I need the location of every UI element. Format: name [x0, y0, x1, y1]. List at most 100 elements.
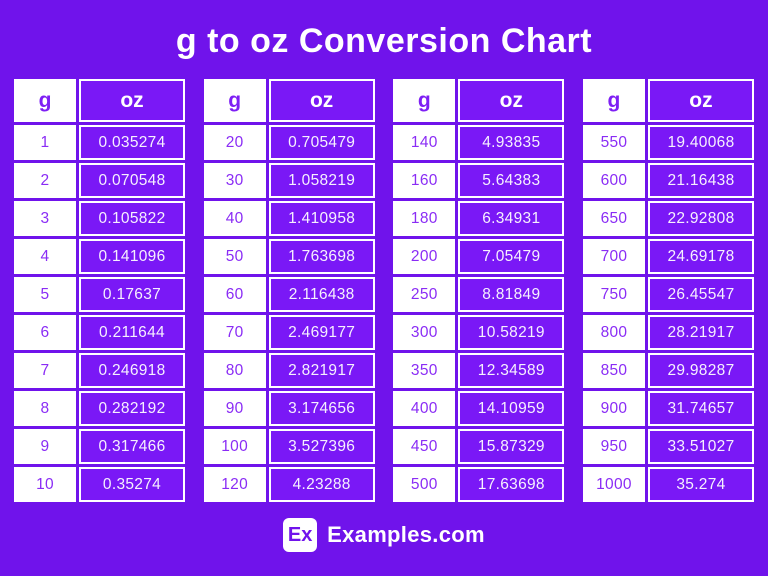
- table-row: 550 19.40068: [582, 125, 754, 160]
- g-value-cell: 5: [14, 277, 76, 312]
- header-row: g oz: [14, 79, 185, 122]
- g-value-cell: 120: [203, 467, 266, 502]
- g-value-cell: 500: [393, 467, 456, 502]
- table-row: 850 29.98287: [582, 353, 754, 388]
- g-value-cell: 1000: [582, 467, 645, 502]
- g-value-cell: 750: [582, 277, 645, 312]
- table-row: 200 7.05479: [393, 239, 565, 274]
- g-value-cell: 50: [203, 239, 266, 274]
- oz-value-cell: 0.17637: [79, 277, 185, 312]
- table-row: 2 0.070548: [14, 163, 185, 198]
- oz-value-cell: 0.211644: [79, 315, 185, 350]
- table-row: 5 0.17637: [14, 277, 185, 312]
- g-value-cell: 60: [203, 277, 266, 312]
- g-value-cell: 950: [582, 429, 645, 464]
- table-row: 450 15.87329: [393, 429, 565, 464]
- table-row: 50 1.763698: [203, 239, 375, 274]
- oz-value-cell: 2.469177: [268, 315, 375, 350]
- table-row: 40 1.410958: [203, 201, 375, 236]
- g-value-cell: 1: [14, 125, 76, 160]
- oz-value-cell: 3.527396: [268, 429, 375, 464]
- oz-value-cell: 0.35274: [79, 467, 185, 502]
- header-row: g oz: [203, 79, 375, 122]
- g-value-cell: 40: [203, 201, 266, 236]
- g-value-cell: 90: [203, 391, 266, 426]
- table-row: 600 21.16438: [582, 163, 754, 198]
- table-row: 650 22.92808: [582, 201, 754, 236]
- oz-value-cell: 12.34589: [458, 353, 565, 388]
- oz-value-cell: 31.74657: [647, 391, 754, 426]
- oz-value-cell: 1.763698: [268, 239, 375, 274]
- oz-value-cell: 0.070548: [79, 163, 185, 198]
- conversion-table-2: g oz 20 0.705479 30 1.058219 40 1.410958 50 1.763…: [201, 76, 378, 505]
- g-value-cell: 80: [203, 353, 266, 388]
- g-value-cell: 140: [393, 125, 456, 160]
- oz-value-cell: 4.23288: [268, 467, 375, 502]
- oz-value-cell: 1.410958: [268, 201, 375, 236]
- oz-value-cell: 0.105822: [79, 201, 185, 236]
- oz-value-cell: 0.705479: [268, 125, 375, 160]
- table-row: 950 33.51027: [582, 429, 754, 464]
- table-row: 20 0.705479: [203, 125, 375, 160]
- g-value-cell: 550: [582, 125, 645, 160]
- table-row: 6 0.211644: [14, 315, 185, 350]
- conversion-table-3: g oz 140 4.93835 160 5.64383 180 6.34931 200 7.05…: [390, 76, 567, 505]
- g-value-cell: 200: [393, 239, 456, 274]
- oz-value-cell: 0.317466: [79, 429, 185, 464]
- table-row: 180 6.34931: [393, 201, 565, 236]
- oz-value-cell: 2.821917: [268, 353, 375, 388]
- g-value-cell: 20: [203, 125, 266, 160]
- oz-value-cell: 0.141096: [79, 239, 185, 274]
- table-row: 700 24.69178: [582, 239, 754, 274]
- g-value-cell: 180: [393, 201, 456, 236]
- table-row: 350 12.34589: [393, 353, 565, 388]
- g-value-cell: 160: [393, 163, 456, 198]
- table-row: 900 31.74657: [582, 391, 754, 426]
- g-value-cell: 650: [582, 201, 645, 236]
- oz-value-cell: 35.274: [647, 467, 754, 502]
- oz-value-cell: 15.87329: [458, 429, 565, 464]
- oz-header-cell: oz: [458, 79, 565, 122]
- oz-value-cell: 33.51027: [647, 429, 754, 464]
- g-header-cell: g: [393, 79, 456, 122]
- oz-value-cell: 1.058219: [268, 163, 375, 198]
- table-row: 30 1.058219: [203, 163, 375, 198]
- oz-value-cell: 22.92808: [647, 201, 754, 236]
- table-row: 300 10.58219: [393, 315, 565, 350]
- g-value-cell: 70: [203, 315, 266, 350]
- g-value-cell: 600: [582, 163, 645, 198]
- oz-value-cell: 0.282192: [79, 391, 185, 426]
- oz-value-cell: 8.81849: [458, 277, 565, 312]
- table-row: 3 0.105822: [14, 201, 185, 236]
- table-row: 80 2.821917: [203, 353, 375, 388]
- table-row: 1000 35.274: [582, 467, 754, 502]
- table-row: 9 0.317466: [14, 429, 185, 464]
- table-row: 1 0.035274: [14, 125, 185, 160]
- oz-value-cell: 24.69178: [647, 239, 754, 274]
- table-row: 140 4.93835: [393, 125, 565, 160]
- table-row: 4 0.141096: [14, 239, 185, 274]
- site-name: Examples.com: [327, 522, 485, 547]
- page-title: g to oz Conversion Chart: [175, 22, 593, 60]
- footer: Ex Examples.com: [0, 518, 768, 552]
- g-value-cell: 2: [14, 163, 76, 198]
- g-value-cell: 7: [14, 353, 76, 388]
- table-row: 90 3.174656: [203, 391, 375, 426]
- g-value-cell: 100: [203, 429, 266, 464]
- conversion-table-4: g oz 550 19.40068 600 21.16438 650 22.92808 700 2…: [580, 76, 757, 505]
- table-row: 70 2.469177: [203, 315, 375, 350]
- g-value-cell: 850: [582, 353, 645, 388]
- conversion-table-1: g oz 1 0.035274 2 0.070548 3 0.105822 4 0.141096 5…: [11, 76, 188, 505]
- header-row: g oz: [582, 79, 754, 122]
- g-header-cell: g: [203, 79, 266, 122]
- table-row: 160 5.64383: [393, 163, 565, 198]
- oz-value-cell: 28.21917: [647, 315, 754, 350]
- oz-value-cell: 2.116438: [268, 277, 375, 312]
- g-value-cell: 300: [393, 315, 456, 350]
- table-row: 60 2.116438: [203, 277, 375, 312]
- table-row: 250 8.81849: [393, 277, 565, 312]
- g-header-cell: g: [582, 79, 645, 122]
- table-row: 800 28.21917: [582, 315, 754, 350]
- header-row: g oz: [393, 79, 565, 122]
